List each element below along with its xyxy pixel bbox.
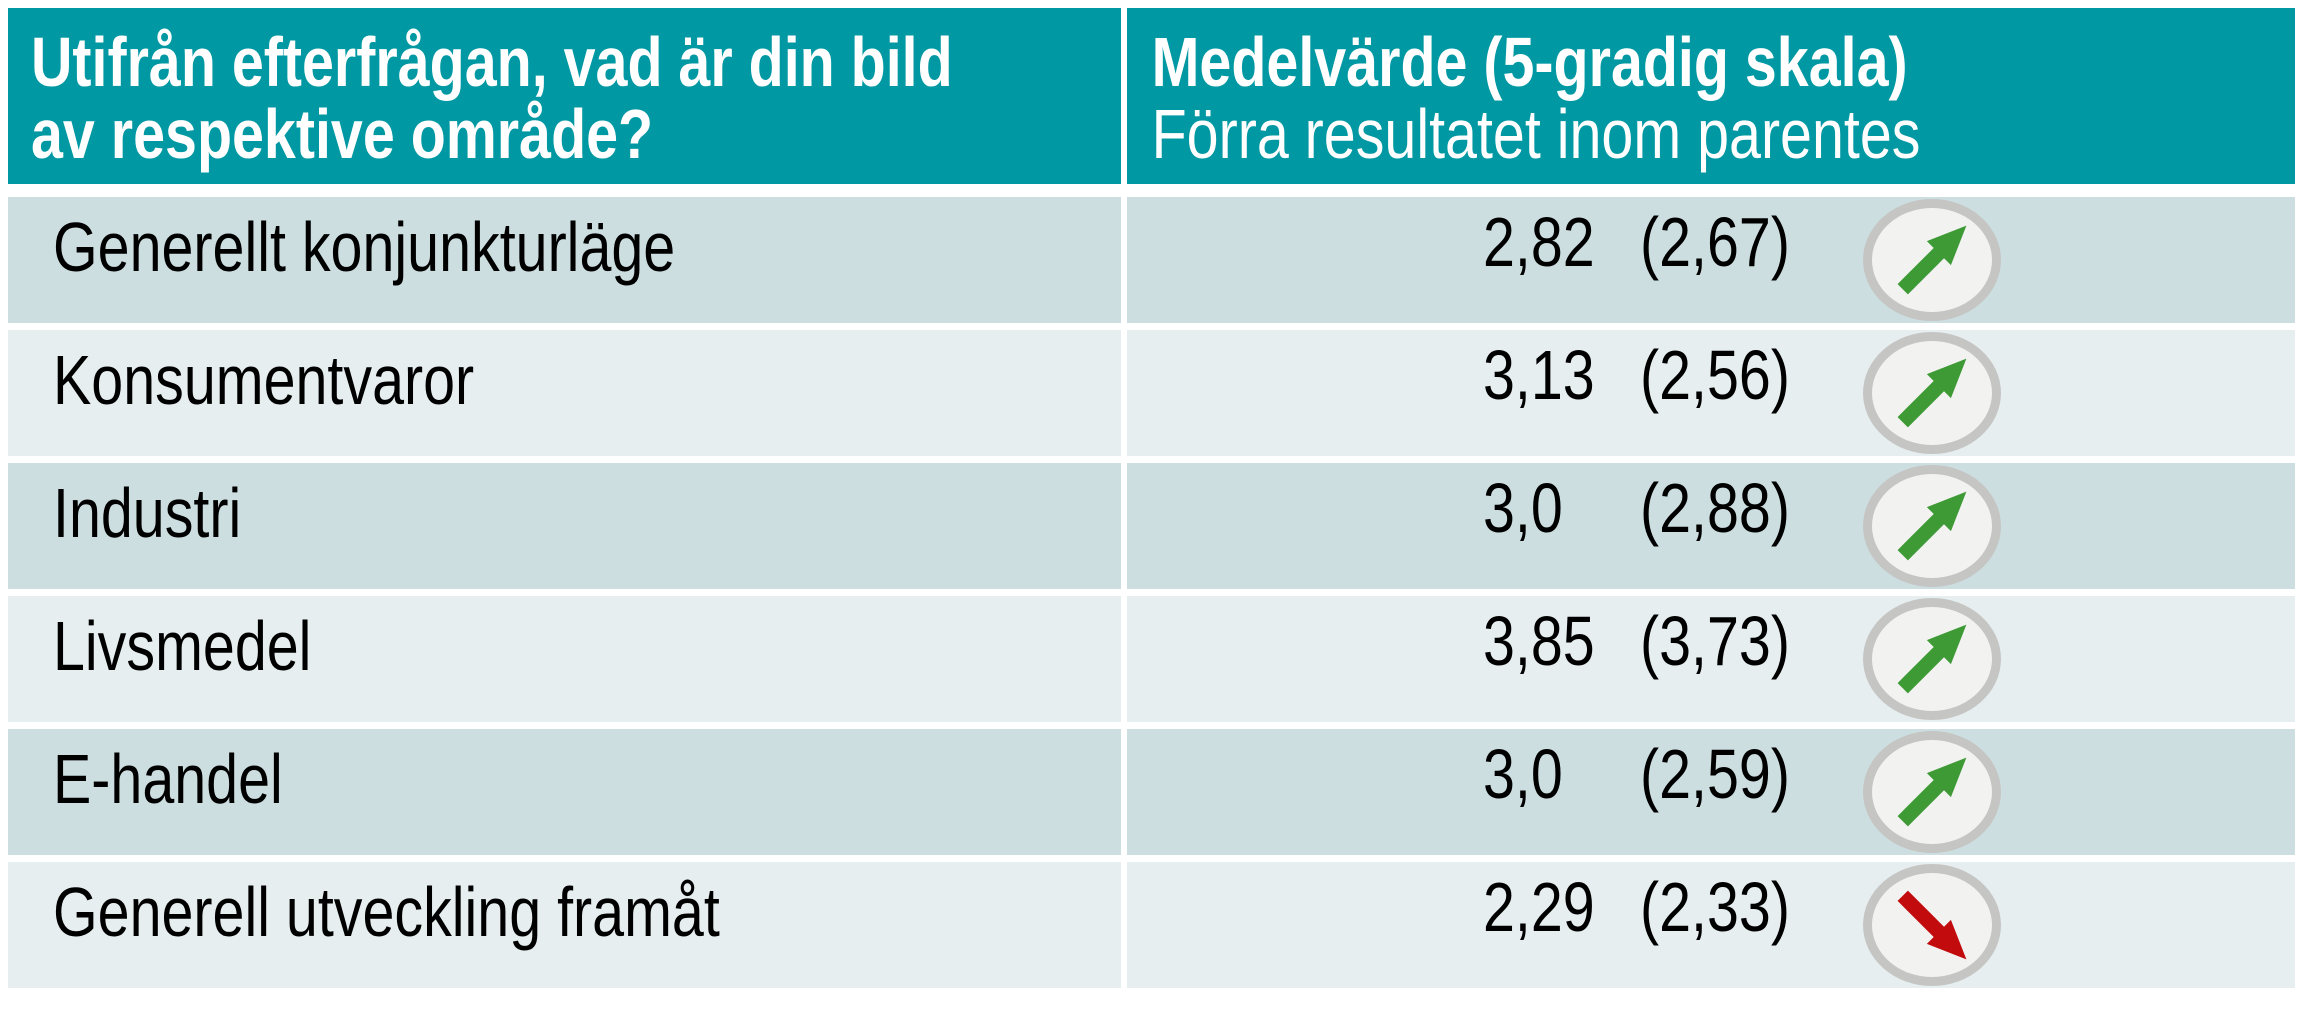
- trend-up-icon: [1897, 491, 1967, 561]
- trend-up-icon: [1897, 624, 1967, 694]
- row-label: Industri: [53, 474, 242, 552]
- header-value-cell: Medelvärde (5-gradig skala) Förra result…: [1127, 8, 2295, 184]
- row-previous-value: (2,59): [1640, 735, 1790, 813]
- header-question-line1: Utifrån efterfrågan, vad är din bild: [30, 23, 953, 101]
- row-label: Livsmedel: [53, 607, 312, 685]
- table-row: Industri 3,0 (2,88): [8, 463, 2295, 589]
- trend-badge: [1863, 598, 2001, 720]
- row-value: 3,0: [1483, 735, 1563, 813]
- trend-badge: [1863, 465, 2001, 587]
- header-question-cell: Utifrån efterfrågan, vad är din bild av …: [8, 8, 1121, 184]
- row-value: 2,82: [1483, 203, 1595, 281]
- table-row: Generell utveckling framåt 2,29 (2,33): [8, 862, 2295, 988]
- header-question-line2: av respektive område?: [30, 95, 654, 173]
- row-label: Generellt konjunkturläge: [53, 208, 676, 286]
- survey-results-table: Utifrån efterfrågan, vad är din bild av …: [8, 8, 2295, 995]
- row-previous-value: (2,33): [1640, 868, 1790, 946]
- row-value: 2,29: [1483, 868, 1595, 946]
- trend-badge: [1863, 199, 2001, 321]
- row-previous-value: (2,88): [1640, 469, 1790, 547]
- table-row: Konsumentvaror 3,13 (2,56): [8, 330, 2295, 456]
- row-previous-value: (3,73): [1640, 602, 1790, 680]
- trend-up-icon: [1897, 757, 1967, 827]
- row-previous-value: (2,67): [1640, 203, 1790, 281]
- header-value-subtitle: Förra resultatet inom parentes: [1151, 95, 1921, 173]
- trend-down-icon: [1897, 890, 1967, 960]
- trend-up-icon: [1897, 358, 1967, 428]
- table-row: Livsmedel 3,85 (3,73): [8, 596, 2295, 722]
- row-label: Generell utveckling framåt: [53, 873, 720, 951]
- row-label: E-handel: [53, 740, 283, 818]
- table-row: E-handel 3,0 (2,59): [8, 729, 2295, 855]
- header-value-title: Medelvärde (5-gradig skala): [1151, 23, 1908, 101]
- row-value: 3,13: [1483, 336, 1595, 414]
- table-header-row: Utifrån efterfrågan, vad är din bild av …: [8, 8, 2295, 184]
- trend-up-icon: [1897, 225, 1967, 295]
- trend-badge: [1863, 332, 2001, 454]
- row-value: 3,85: [1483, 602, 1595, 680]
- row-value: 3,0: [1483, 469, 1563, 547]
- table-row: Generellt konjunkturläge 2,82 (2,67): [8, 197, 2295, 323]
- trend-badge: [1863, 731, 2001, 853]
- trend-badge: [1863, 864, 2001, 986]
- row-previous-value: (2,56): [1640, 336, 1790, 414]
- row-label: Konsumentvaror: [53, 341, 475, 419]
